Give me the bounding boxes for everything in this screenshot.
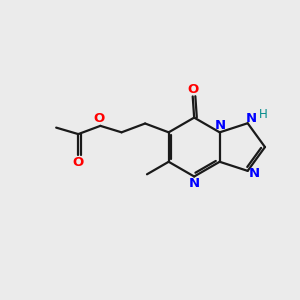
Text: O: O — [73, 157, 84, 169]
Text: H: H — [259, 108, 267, 121]
Text: N: N — [249, 167, 260, 180]
Text: O: O — [93, 112, 104, 125]
Text: O: O — [187, 83, 198, 96]
Text: N: N — [189, 177, 200, 190]
Text: N: N — [246, 112, 257, 125]
Text: N: N — [215, 119, 226, 132]
